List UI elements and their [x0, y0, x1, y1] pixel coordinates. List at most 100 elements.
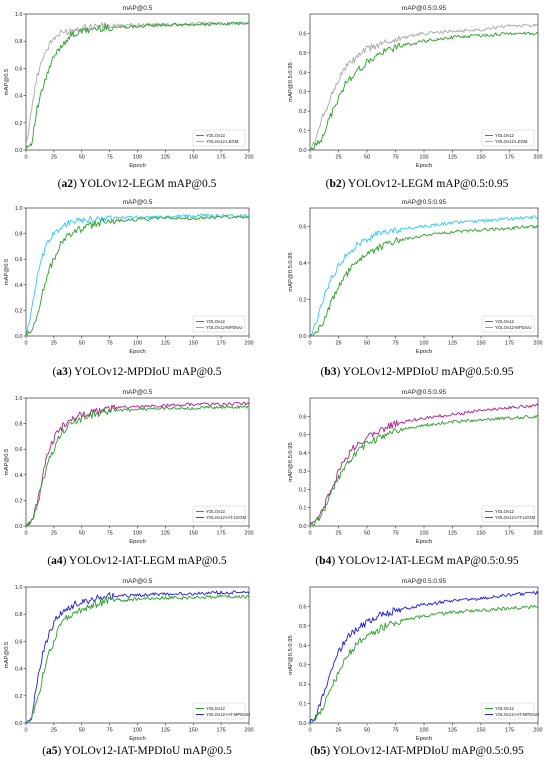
y-tick-label: 0.6 — [299, 604, 307, 610]
legend-entry: YOLOv12-IAT-MPDIoU — [495, 712, 539, 717]
x-tick-label: 150 — [476, 341, 485, 347]
x-tick-label: 175 — [505, 155, 514, 161]
x-tick-label: 100 — [133, 531, 142, 537]
x-tick-label: 75 — [392, 531, 398, 537]
chart-svg-a2: mAP@0.5 0 25 50 75 100 125 150 175 200 0.0 0.2 0.4 0.… — [4, 5, 254, 169]
caption-text: ) YOLOv12-IAT-LEGM mAP@0.5 — [62, 555, 227, 567]
x-tick-label: 50 — [79, 728, 85, 734]
series-line-yolov12 — [26, 405, 249, 526]
x-tick-label: 175 — [217, 341, 226, 347]
y-tick-label: 0.2 — [299, 487, 307, 493]
x-tick-label: 25 — [51, 728, 57, 734]
x-tick-label: 150 — [189, 728, 198, 734]
caption-label: a3 — [56, 366, 68, 378]
y-tick-label: 0.1 — [299, 129, 307, 135]
y-tick-label: 0.2 — [299, 109, 307, 115]
x-tick-label: 75 — [392, 728, 398, 734]
x-tick-label: 150 — [476, 155, 485, 161]
x-tick-label: 0 — [24, 531, 27, 537]
legend-entry: YOLOv12-IAT-LEGM — [206, 515, 246, 520]
y-tick-label: 0.3 — [299, 469, 307, 475]
y-tick-label: 0.3 — [299, 90, 307, 96]
legend-box — [481, 505, 535, 523]
x-tick-label: 75 — [107, 155, 113, 161]
series-line-yolov12-iat-mpdiou — [26, 590, 249, 723]
x-tick-label: 25 — [335, 728, 341, 734]
legend-entry: YOLOv12-MPDIoU — [206, 325, 243, 330]
y-tick-label: 0.6 — [15, 447, 23, 453]
legend-box — [192, 315, 246, 333]
x-tick-label: 0 — [308, 728, 311, 734]
y-tick-label: 0.0 — [299, 721, 307, 727]
figure-caption-b3: (b3) YOLOv12-MPDIoU mAP@0.5:0.95 — [320, 366, 514, 378]
y-tick-label: 0.0 — [299, 524, 307, 530]
chart-title: mAP@0.5:0.95 — [402, 389, 447, 396]
series-line-yolov12-legm — [310, 23, 538, 150]
y-tick-label: 0.0 — [15, 524, 23, 530]
legend-box — [192, 505, 246, 523]
series-line-yolov12 — [310, 31, 538, 150]
y-axis-label: mAP@0.5:0.95 — [288, 635, 294, 674]
y-tick-label: 0.6 — [15, 257, 23, 263]
x-tick-label: 125 — [448, 341, 457, 347]
x-tick-label: 200 — [244, 728, 253, 734]
caption-text: ) YOLOv12-LEGM mAP@0.5:0.95 — [341, 178, 509, 190]
x-tick-label: 200 — [244, 531, 253, 537]
x-tick-label: 125 — [161, 341, 170, 347]
y-tick-label: 1.0 — [15, 396, 23, 402]
caption-label: b3 — [324, 366, 337, 378]
x-tick-label: 100 — [419, 728, 428, 734]
y-tick-label: 0.1 — [299, 702, 307, 708]
x-tick-label: 25 — [335, 155, 341, 161]
legend-entry: YOLOv12-LEGM — [206, 139, 239, 144]
x-tick-label: 150 — [189, 341, 198, 347]
x-tick-label: 0 — [308, 341, 311, 347]
legend-box — [481, 702, 535, 720]
x-tick-label: 75 — [107, 531, 113, 537]
caption-label: b4 — [319, 555, 332, 567]
x-tick-label: 125 — [161, 728, 170, 734]
figure-caption-a5: (a5) YOLOv12-IAT-MPDIoU mAP@0.5 — [42, 745, 232, 757]
caption-label: b5 — [314, 745, 327, 757]
x-tick-label: 100 — [133, 155, 142, 161]
series-line-yolov12 — [310, 604, 538, 723]
x-tick-label: 0 — [308, 531, 311, 537]
x-tick-label: 200 — [244, 155, 253, 161]
x-tick-label: 100 — [419, 155, 428, 161]
y-tick-label: 0.5 — [299, 433, 307, 439]
x-tick-label: 100 — [419, 341, 428, 347]
figure-caption-a4: (a4) YOLOv12-IAT-LEGM mAP@0.5 — [47, 555, 227, 567]
x-tick-label: 200 — [533, 531, 542, 537]
chart-svg-a5: mAP@0.5 0 25 50 75 100 125 150 175 200 0.0 0.2 0.4 0.… — [4, 578, 254, 742]
y-tick-label: 0.4 — [15, 473, 23, 479]
y-axis-label: mAP@0.5:0.95 — [288, 442, 294, 481]
x-tick-label: 25 — [335, 341, 341, 347]
y-tick-label: 0.6 — [299, 31, 307, 37]
chart-panel-b2: mAP@0.5:0.95 0 25 50 75 100 125 150 175 200 0.0 0.1… — [286, 2, 544, 172]
y-tick-label: 0.4 — [15, 94, 23, 100]
x-axis-label: Epoch — [416, 736, 432, 742]
y-tick-label: 0.2 — [299, 682, 307, 688]
chart-svg-b3: mAP@0.5:0.95 0 25 50 75 100 125 150 175 200 0.0 0.2… — [288, 199, 543, 355]
x-tick-label: 100 — [419, 531, 428, 537]
y-tick-label: 0.8 — [15, 232, 23, 238]
y-tick-label: 0.6 — [15, 639, 23, 645]
x-tick-label: 0 — [24, 728, 27, 734]
legend-entry: YOLOv12 — [495, 509, 514, 514]
x-tick-label: 50 — [79, 341, 85, 347]
y-tick-label: 0.6 — [299, 224, 307, 230]
legend-entry: YOLOv12 — [206, 706, 225, 711]
series-line-yolov12 — [26, 594, 249, 723]
legend-entry: YOLOv12-IAT-LEGM — [495, 515, 535, 520]
x-axis-label: Epoch — [416, 349, 432, 355]
chart-title: mAP@0.5:0.95 — [402, 578, 447, 585]
chart-svg-a4: mAP@0.5 0 25 50 75 100 125 150 175 200 0.0 0.2 0.4 0.… — [4, 389, 254, 545]
x-tick-label: 200 — [533, 728, 542, 734]
series-line-yolov12-mpdiou — [310, 215, 538, 336]
x-tick-label: 50 — [364, 341, 370, 347]
y-tick-label: 0.0 — [15, 334, 23, 340]
caption-label: a2 — [61, 178, 73, 190]
legend-entry: YOLOv12-IAT-MPDIoU — [206, 712, 250, 717]
figure-caption-b2: (b2) YOLOv12-LEGM mAP@0.5:0.95 — [325, 178, 509, 190]
y-tick-label: 0.0 — [299, 334, 307, 340]
